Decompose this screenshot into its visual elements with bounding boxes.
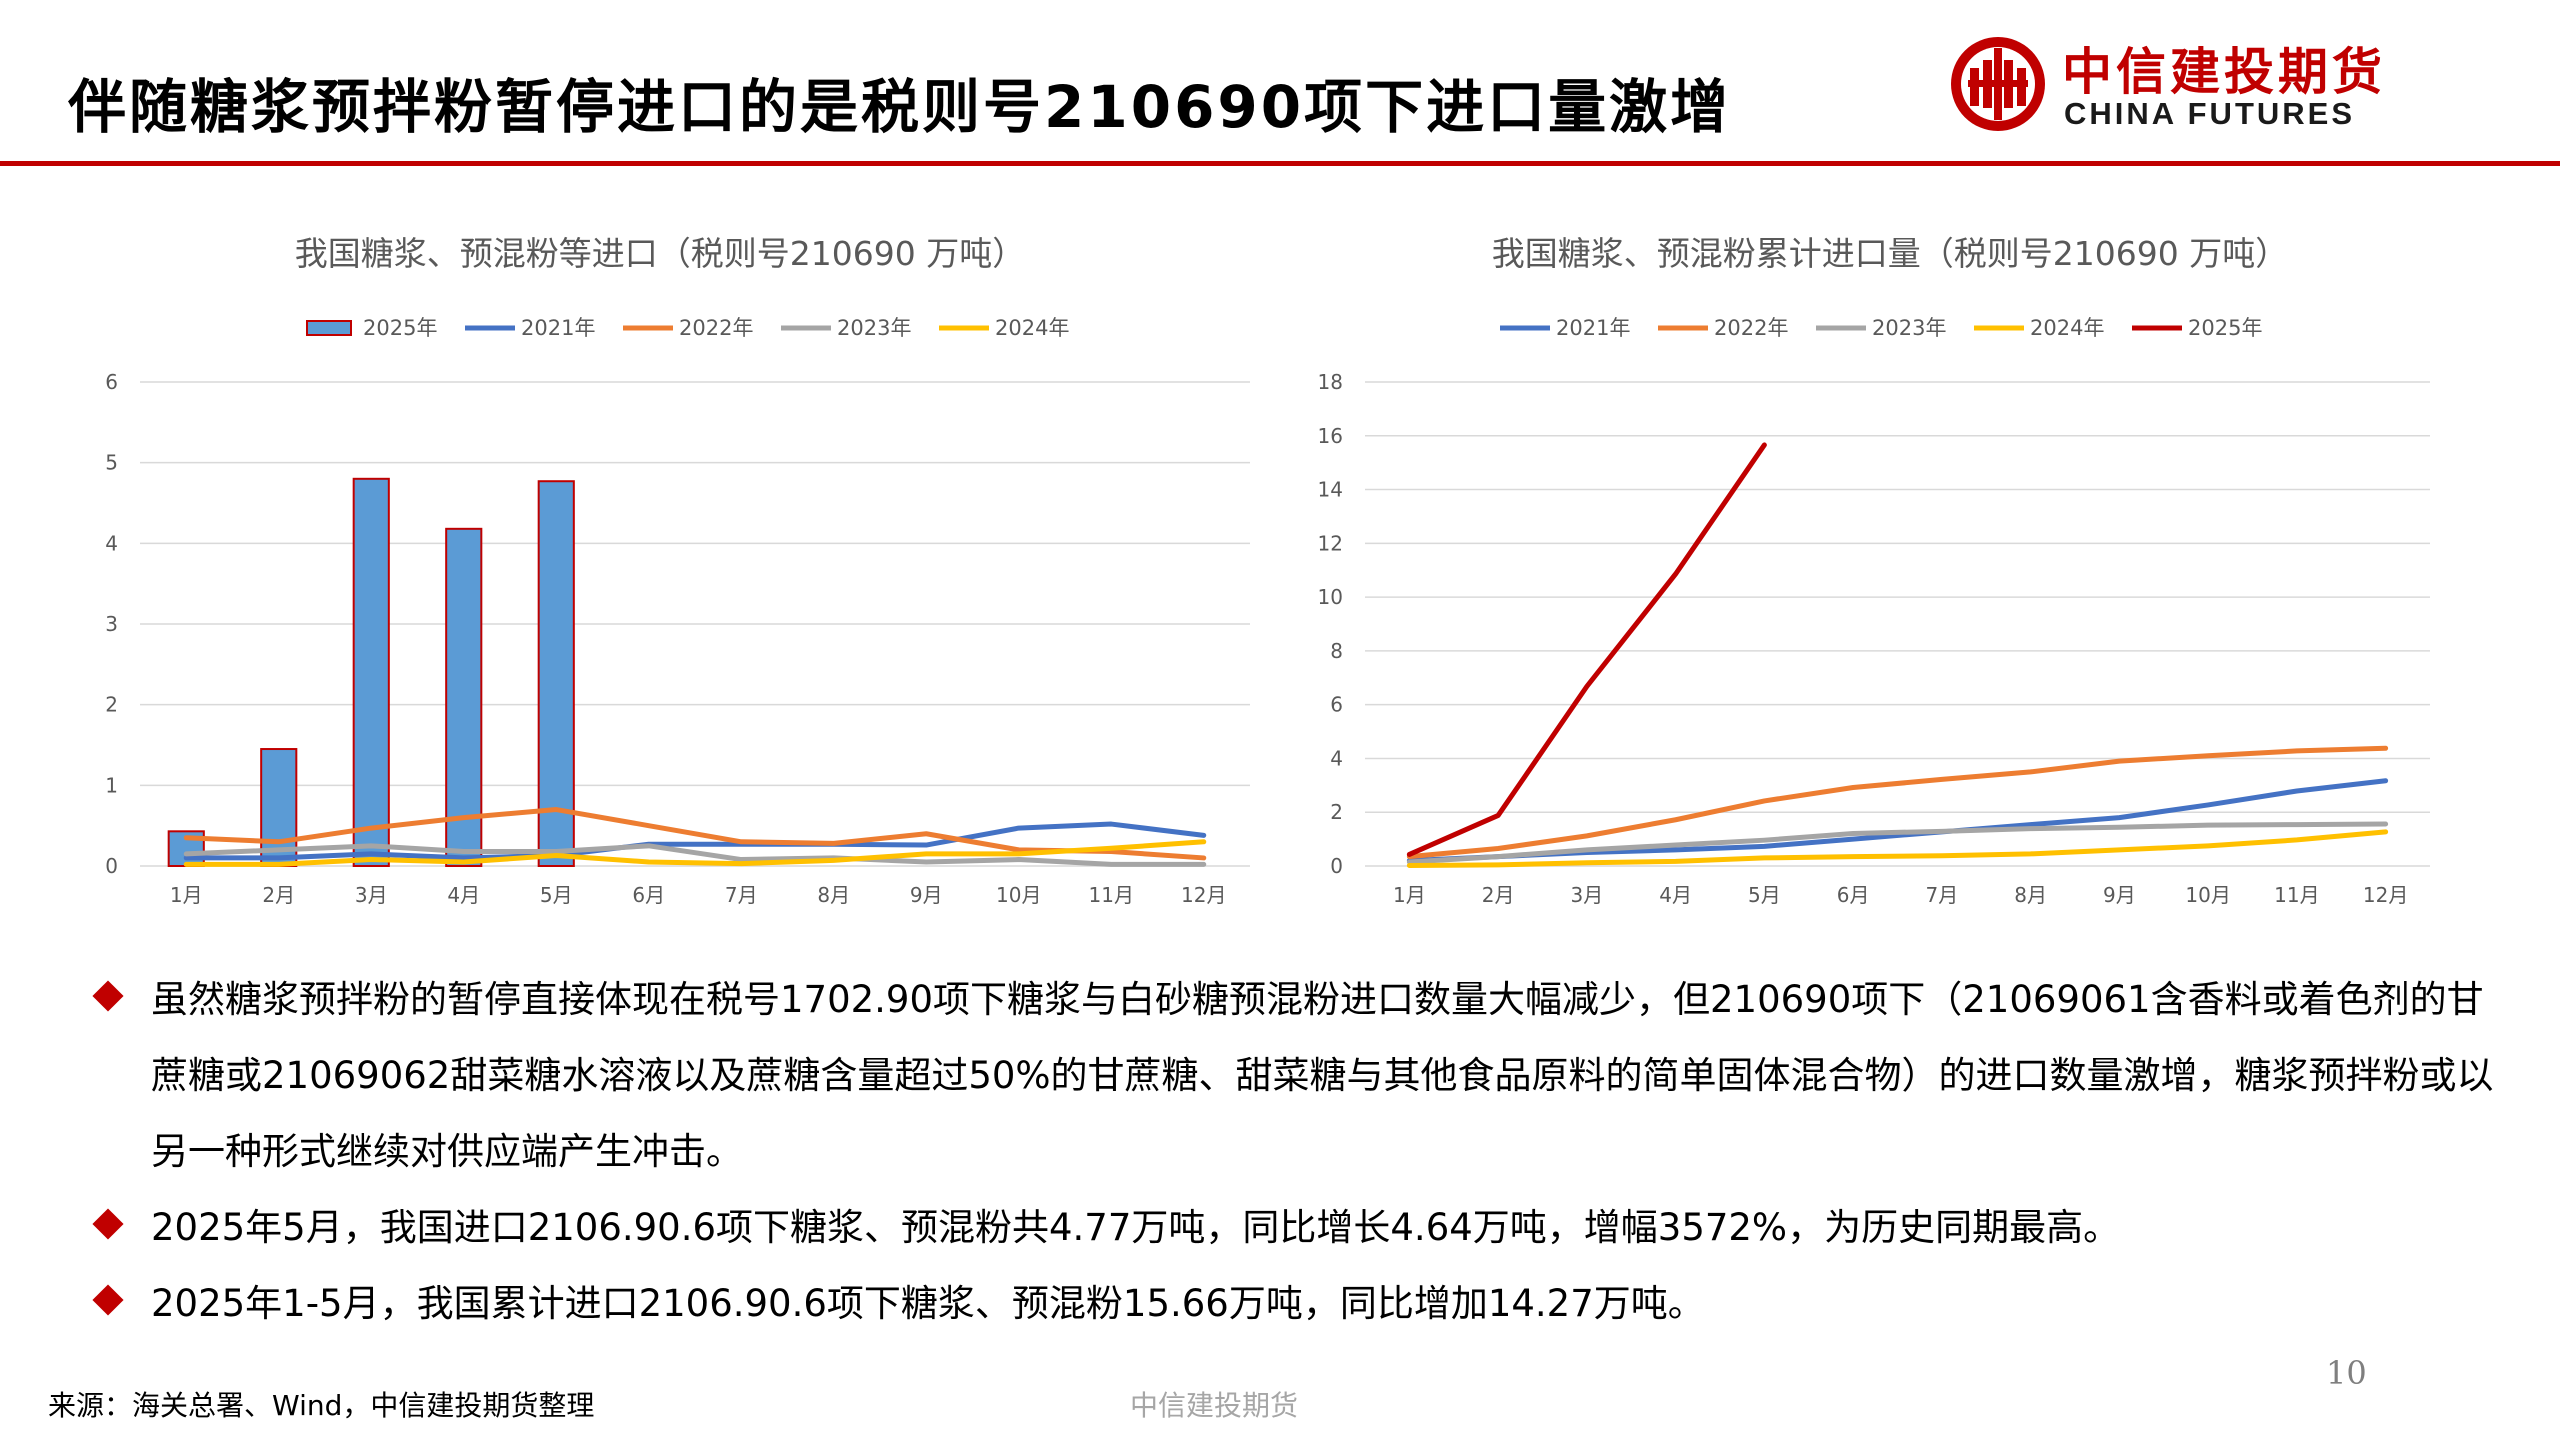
brand-logo: 中信建投期货 CHINA FUTURES (1948, 30, 2508, 140)
x-tick-label: 8月 (817, 883, 850, 907)
y-tick-label: 5 (105, 451, 118, 475)
y-tick-label: 6 (105, 370, 118, 394)
bullet-item: 虽然糖浆预拌粉的暂停直接体现在税号1702.90项下糖浆与白砂糖预混粉进口数量大… (92, 962, 2495, 1190)
series-line-2025 (1406, 442, 1767, 857)
diamond-bullet-icon (92, 1208, 124, 1240)
diamond-bullet-icon (92, 1284, 124, 1316)
series-line-2023 (1406, 821, 2389, 865)
y-tick-label: 4 (105, 531, 118, 555)
legend-label: 2023年 (1872, 316, 1946, 340)
series-line-2022 (183, 807, 1207, 861)
china-futures-logo-icon (1951, 37, 2045, 131)
bar-2025 (445, 527, 483, 867)
chart-title: 我国糖浆、预混粉等进口（税则号210690 万吨） (295, 234, 1025, 273)
monthly-import-chart-svg: 我国糖浆、预混粉等进口（税则号210690 万吨） 0 1 2 3 4 5 6 1月 2月 3月 4月… (105, 234, 1250, 907)
y-tick-label: 3 (105, 612, 118, 636)
x-tick-label: 1月 (1393, 883, 1426, 907)
series-line-2023 (183, 843, 1207, 867)
bar-2025 (537, 480, 575, 867)
x-tick-label: 4月 (447, 883, 480, 907)
legend-label: 2024年 (995, 316, 1069, 340)
y-tick-label: 6 (1330, 693, 1343, 717)
x-tick-label: 12月 (1181, 883, 1226, 907)
y-tick-label: 18 (1318, 370, 1343, 394)
source-note: 来源：海关总署、Wind，中信建投期货整理 (48, 1389, 595, 1422)
y-tick-label: 0 (105, 854, 118, 878)
legend-label: 2025年 (363, 316, 437, 340)
y-tick-label: 12 (1318, 531, 1343, 555)
x-tick-label: 6月 (632, 883, 665, 907)
legend-label: 2022年 (679, 316, 753, 340)
header-divider (0, 161, 2560, 166)
legend-label: 2025年 (2188, 316, 2262, 340)
series-line-2021 (183, 821, 1207, 861)
x-tick-label: 4月 (1659, 883, 1692, 907)
y-tick-label: 2 (1330, 800, 1343, 824)
x-tick-label: 3月 (355, 883, 388, 907)
x-tick-label: 5月 (1748, 883, 1781, 907)
x-tick-label: 1月 (170, 883, 203, 907)
y-tick-label: 10 (1318, 585, 1343, 609)
y-tick-label: 0 (1330, 854, 1343, 878)
bullet-item: 2025年5月，我国进口2106.90.6项下糖浆、预混粉共4.77万吨，同比增… (92, 1190, 2495, 1266)
series-line-2021 (1406, 778, 2389, 864)
x-tick-label: 11月 (1089, 883, 1134, 907)
cumulative-import-chart-svg: 我国糖浆、预混粉累计进口量（税则号210690 万吨） 0 2 4 6 8 10 12 14 16… (1318, 234, 2430, 907)
x-tick-label: 10月 (996, 883, 1041, 907)
bullet-item: 2025年1-5月，我国累计进口2106.90.6项下糖浆、预混粉15.66万吨… (92, 1266, 2495, 1342)
legend-label: 2021年 (521, 316, 595, 340)
bar-2025 (260, 748, 298, 867)
bullet-text: 虽然糖浆预拌粉的暂停直接体现在税号1702.90项下糖浆与白砂糖预混粉进口数量大… (151, 978, 2494, 1173)
x-tick-label: 10月 (2185, 883, 2230, 907)
bullet-list: 虽然糖浆预拌粉的暂停直接体现在税号1702.90项下糖浆与白砂糖预混粉进口数量大… (92, 962, 2495, 1342)
legend-label: 2024年 (2030, 316, 2104, 340)
page-number: 10 (2326, 1354, 2367, 1392)
x-tick-label: 8月 (2014, 883, 2047, 907)
bullet-text: 2025年5月，我国进口2106.90.6项下糖浆、预混粉共4.77万吨，同比增… (151, 1206, 2121, 1249)
bar-2025 (352, 477, 390, 867)
x-tick-label: 2月 (262, 883, 295, 907)
y-tick-label: 16 (1318, 424, 1343, 448)
x-tick-label: 3月 (1571, 883, 1604, 907)
series-line-2024 (183, 839, 1207, 867)
x-tick-label: 7月 (725, 883, 758, 907)
series-line-2024 (1406, 829, 2389, 868)
logo-chinese-name: 中信建投期货 (2062, 43, 2386, 101)
y-tick-label: 8 (1330, 639, 1343, 663)
monthly-import-chart: 我国糖浆、预混粉等进口（税则号210690 万吨） 0 1 2 3 4 5 6 1月 2月 3月 4月… (60, 220, 1280, 920)
legend-swatch (306, 320, 352, 336)
y-tick-label: 2 (105, 693, 118, 717)
x-tick-label: 5月 (540, 883, 573, 907)
x-tick-label: 9月 (910, 883, 943, 907)
legend-label: 2023年 (837, 316, 911, 340)
page-title: 伴随糖浆预拌粉暂停进口的是税则号210690项下进口量激增 (68, 73, 1732, 141)
x-tick-label: 6月 (1837, 883, 1870, 907)
footer-watermark: 中信建投期货 (1130, 1389, 1299, 1422)
logo-english-name: CHINA FUTURES (2064, 96, 2356, 131)
x-tick-label: 7月 (1926, 883, 1959, 907)
legend-label: 2021年 (1556, 316, 1630, 340)
diamond-bullet-icon (92, 980, 124, 1012)
y-tick-label: 1 (105, 773, 118, 797)
x-tick-label: 2月 (1482, 883, 1515, 907)
chart-title: 我国糖浆、预混粉累计进口量（税则号210690 万吨） (1492, 234, 2288, 273)
cumulative-import-chart: 我国糖浆、预混粉累计进口量（税则号210690 万吨） 0 2 4 6 8 10 12 14 16… (1290, 220, 2490, 920)
x-tick-label: 11月 (2274, 883, 2319, 907)
legend-label: 2022年 (1714, 316, 1788, 340)
bullet-text: 2025年1-5月，我国累计进口2106.90.6项下糖浆、预混粉15.66万吨… (151, 1282, 1705, 1325)
x-tick-label: 9月 (2103, 883, 2136, 907)
x-tick-label: 12月 (2363, 883, 2408, 907)
series-line-2022 (1406, 745, 2389, 860)
y-tick-label: 4 (1330, 746, 1343, 770)
y-tick-label: 14 (1318, 478, 1343, 502)
